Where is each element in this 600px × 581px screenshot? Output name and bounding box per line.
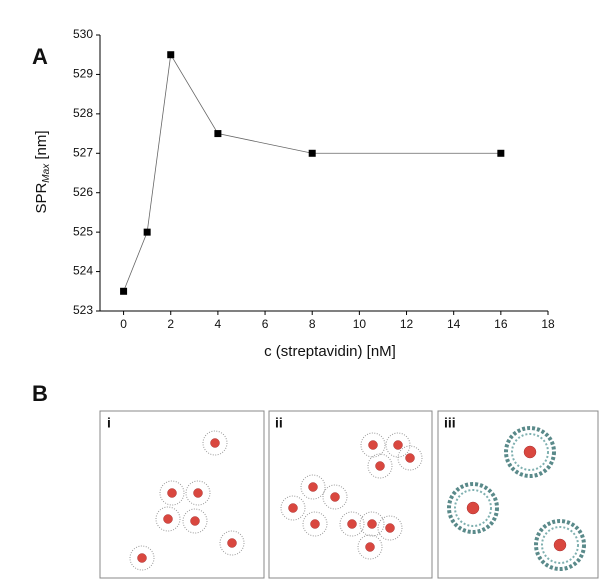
y-axis-label: SPRMax [nm] — [33, 130, 52, 213]
panel-box — [437, 410, 599, 579]
panel-sublabel: iii — [444, 415, 456, 431]
particle-core — [405, 453, 415, 463]
y-tick-label: 523 — [73, 303, 93, 317]
particle-shell — [300, 474, 326, 500]
x-tick-label: 16 — [494, 317, 508, 331]
x-tick-label: 4 — [215, 317, 222, 331]
y-label-unit: [nm] — [33, 130, 50, 163]
x-tick-label: 14 — [447, 317, 461, 331]
particle-core — [523, 445, 537, 459]
particle-shell — [357, 534, 383, 560]
particle-core — [193, 488, 203, 498]
panel-label: B — [32, 381, 48, 406]
y-tick-label: 528 — [73, 106, 93, 120]
particle-shell — [385, 432, 411, 458]
particle-shell — [367, 453, 393, 479]
panel-sublabel: i — [107, 415, 111, 431]
particle-shell — [360, 432, 386, 458]
particle-shell — [447, 482, 499, 534]
y-tick-label: 530 — [73, 27, 93, 41]
data-point — [143, 228, 151, 236]
x-tick-label: 2 — [167, 317, 174, 331]
x-axis-label: c (streptavidin) [nM] — [264, 343, 396, 360]
x-tick-label: 0 — [120, 317, 127, 331]
panel-sublabel: ii — [275, 415, 283, 431]
x-tick-label: 18 — [541, 317, 555, 331]
data-point — [167, 51, 175, 59]
particle-shell — [182, 508, 208, 534]
y-label-main: SPR — [33, 183, 50, 214]
particle-shell — [129, 545, 155, 571]
panel-box — [268, 410, 433, 579]
data-point — [497, 149, 505, 157]
x-tick-label: 6 — [262, 317, 269, 331]
data-line — [123, 53, 501, 292]
particle-shell — [280, 495, 306, 521]
particle-core — [553, 538, 567, 552]
particle-shell — [504, 426, 556, 478]
y-label-sub: Max — [41, 163, 52, 183]
y-tick-label: 529 — [73, 67, 93, 81]
particle-shell — [302, 511, 328, 537]
y-tick-label: 525 — [73, 224, 93, 238]
particle-core — [190, 516, 200, 526]
particle-shell — [155, 506, 181, 532]
particle-shell — [377, 515, 403, 541]
particle-core — [367, 519, 377, 529]
particle-core — [466, 501, 480, 515]
particle-core — [163, 514, 173, 524]
panel-label: A — [32, 44, 48, 69]
x-tick-label: 8 — [309, 317, 316, 331]
data-point — [120, 287, 128, 295]
y-tick-label: 527 — [73, 145, 93, 159]
particle-core — [368, 440, 378, 450]
particle-shell — [534, 519, 586, 571]
particle-shell — [397, 445, 423, 471]
particle-core — [167, 488, 177, 498]
particle-core — [347, 519, 357, 529]
data-point — [308, 149, 316, 157]
particle-shell — [322, 484, 348, 510]
particle-shell — [185, 480, 211, 506]
particle-core — [375, 461, 385, 471]
particle-shell — [359, 511, 385, 537]
particle-shell — [454, 489, 492, 527]
particle-core — [137, 553, 147, 563]
particle-shell — [219, 530, 245, 556]
particle-core — [210, 438, 220, 448]
data-point — [214, 130, 222, 138]
panel-box — [99, 410, 265, 579]
particle-shell — [202, 430, 228, 456]
particle-core — [308, 482, 318, 492]
x-tick-label: 10 — [353, 317, 367, 331]
particle-shell — [339, 511, 365, 537]
particle-core — [393, 440, 403, 450]
particle-shell — [541, 526, 579, 564]
particle-core — [330, 492, 340, 502]
particle-core — [385, 523, 395, 533]
particle-core — [310, 519, 320, 529]
particle-core — [365, 542, 375, 552]
x-tick-label: 12 — [400, 317, 414, 331]
y-tick-label: 526 — [73, 185, 93, 199]
particle-shell — [159, 480, 185, 506]
particle-shell — [511, 433, 549, 471]
particle-core — [227, 538, 237, 548]
particle-core — [288, 503, 298, 513]
y-tick-label: 524 — [73, 264, 93, 278]
